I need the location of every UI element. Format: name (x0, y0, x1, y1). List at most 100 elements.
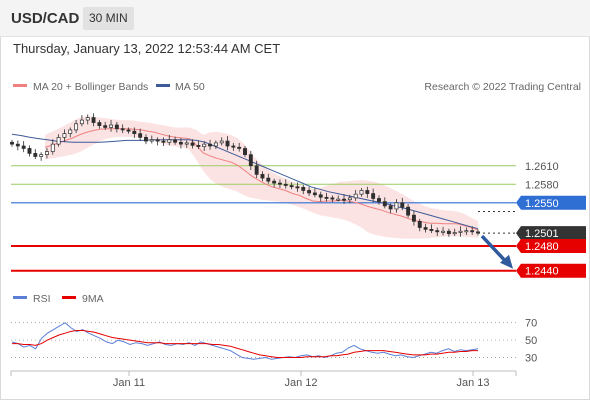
candle-body (382, 201, 387, 207)
candle-body (435, 230, 440, 233)
candle-body (295, 186, 300, 189)
candle-body (301, 187, 306, 191)
candles-layer (10, 113, 480, 237)
candle-body (91, 117, 96, 123)
candle-body (318, 194, 323, 198)
level-label-pivot: 1.2580 (525, 179, 559, 191)
candle-body (423, 227, 428, 230)
candle-body (289, 185, 294, 188)
legend-label-rsi-ma: 9MA (82, 293, 104, 305)
candle-body (266, 177, 271, 182)
legend-swatch-rsi-ma (62, 296, 76, 299)
level-label-support: 1.2440 (525, 266, 559, 278)
candle-body (394, 202, 399, 210)
level-label-support: 1.2480 (525, 241, 559, 253)
legend-swatch-ma20 (13, 84, 27, 87)
candle-body (208, 143, 212, 147)
candle-body (476, 231, 480, 234)
candle-body (283, 183, 288, 186)
legend-label-ma20: MA 20 + Bollinger Bands (33, 81, 148, 93)
candle-body (429, 229, 434, 231)
level-tag-support (516, 263, 586, 278)
symbol-title: USD/CAD (11, 10, 80, 27)
candle-body (347, 197, 352, 201)
candle-body (202, 143, 207, 147)
chart-datetime: Thursday, January 13, 2022 12:53:44 AM C… (13, 41, 281, 56)
candle-body (406, 206, 411, 216)
candle-body (231, 145, 236, 148)
level-tag-resistance (516, 195, 586, 210)
candle-body (68, 129, 73, 134)
rsi-ma-line (12, 330, 478, 358)
candle-body (458, 230, 463, 233)
candle-body (377, 198, 381, 202)
candle-body (144, 136, 148, 142)
candle-body (15, 143, 20, 147)
candle-body (324, 196, 329, 199)
candle-body (27, 148, 32, 154)
candle-body (167, 139, 172, 143)
candle-body (213, 142, 218, 147)
candle-body (470, 230, 475, 233)
x-tick-label: Jan 13 (456, 377, 489, 389)
x-tick-label: Jan 11 (113, 377, 145, 389)
legend-label-ma50: MA 50 (175, 81, 205, 93)
legend-label-rsi: RSI (33, 293, 51, 305)
candle-body (103, 125, 108, 128)
candle-body (50, 143, 55, 152)
candle-body (400, 202, 405, 208)
candle-body (342, 198, 346, 201)
candle-body (44, 151, 49, 155)
candle-body (353, 193, 358, 199)
candle-body (126, 129, 131, 132)
candle-body (161, 140, 166, 143)
projection-arrow-head (500, 254, 513, 269)
candle-body (109, 124, 113, 128)
candle-body (219, 140, 224, 144)
candle-body (155, 139, 160, 142)
candle-body (62, 133, 67, 138)
candle-body (243, 148, 247, 155)
candle-body (184, 142, 189, 145)
candle-body (388, 205, 393, 210)
candle-body (417, 220, 422, 228)
candle-body (149, 139, 154, 142)
candle-body (260, 174, 265, 179)
level-label-resistance: 1.2550 (525, 198, 559, 210)
candle-body (190, 142, 195, 146)
candle-body (365, 190, 370, 194)
rsi-tick-label: 70 (525, 318, 537, 330)
level-label-pivot: 1.2610 (525, 161, 559, 173)
x-tick-label: Jan 12 (284, 377, 317, 389)
candle-body (254, 165, 259, 175)
candle-body (371, 193, 376, 199)
interval-badge[interactable]: 30 MIN (83, 7, 134, 30)
candle-body (114, 124, 119, 130)
legend-swatch-rsi (13, 296, 27, 299)
candle-body (441, 230, 446, 233)
candle-body (10, 141, 14, 145)
candle-body (272, 180, 277, 184)
candle-body (196, 145, 201, 147)
candle-body (411, 214, 416, 222)
candle-body (56, 136, 61, 145)
candle-body (336, 198, 341, 201)
candle-body (97, 122, 102, 126)
chart-credit: Research © 2022 Trading Central (424, 81, 581, 93)
candle-body (178, 141, 183, 145)
projection-arrow-layer (480, 234, 513, 269)
projection-arrow-shaft (480, 234, 508, 263)
candle-body (33, 153, 38, 157)
candle-body (120, 128, 125, 131)
rsi-tick-label: 30 (525, 353, 537, 365)
candle-body (132, 130, 137, 134)
rsi-tick-label: 50 (525, 335, 537, 347)
candle-body (225, 140, 230, 147)
candle-body (307, 190, 312, 194)
candle-body (138, 133, 143, 138)
candle-body (85, 117, 90, 121)
candle-body (79, 119, 84, 125)
candle-body (464, 230, 469, 233)
candle-body (278, 182, 282, 185)
